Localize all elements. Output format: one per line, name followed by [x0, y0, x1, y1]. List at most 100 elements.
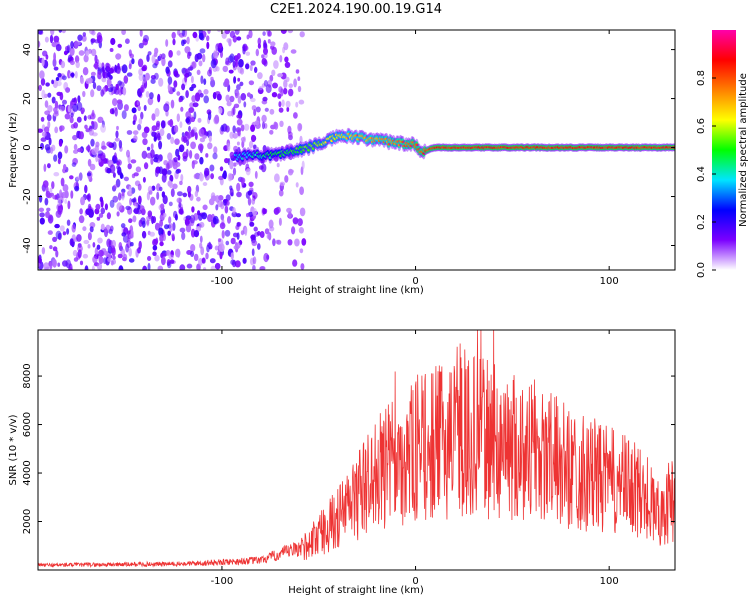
noise-speckle [151, 131, 156, 137]
noise-speckle [184, 73, 188, 83]
noise-speckle [262, 96, 268, 102]
noise-speckle [187, 185, 192, 194]
noise-speckle [56, 80, 62, 87]
noise-speckle [253, 109, 257, 116]
noise-speckle [169, 223, 174, 232]
noise-speckle [109, 48, 114, 52]
noise-speckle [47, 121, 51, 129]
noise-speckle [229, 30, 236, 39]
noise-speckle [297, 76, 301, 81]
noise-speckle [52, 58, 57, 67]
noise-speckle [114, 64, 118, 73]
noise-speckle [76, 116, 82, 123]
noise-speckle [294, 238, 300, 247]
noise-speckle [240, 93, 247, 101]
noise-speckle [203, 78, 207, 85]
colorbar-ticks: 0.0 0.2 0.4 0.6 0.8 [696, 70, 716, 278]
noise-speckle [202, 134, 207, 139]
noise-speckle [262, 121, 265, 130]
noise-speckle [113, 184, 118, 189]
noise-speckle [60, 60, 66, 69]
noise-speckle [88, 208, 94, 218]
noise-speckle [141, 220, 146, 228]
noise-speckle [252, 256, 257, 265]
noise-speckle [129, 242, 134, 247]
noise-speckle [169, 259, 175, 264]
noise-speckle [237, 77, 241, 82]
noise-speckle [250, 234, 257, 244]
noise-speckle [70, 112, 74, 118]
noise-speckle [173, 210, 178, 219]
noise-speckle [116, 159, 122, 166]
noise-speckle [69, 46, 75, 56]
noise-speckle [225, 194, 231, 201]
noise-speckle [218, 42, 223, 49]
noise-speckle [191, 61, 197, 69]
noise-speckle [190, 250, 195, 257]
noise-speckle [162, 212, 167, 218]
noise-speckle [161, 57, 166, 67]
colorbar-tick-label: 0.0 [696, 262, 707, 278]
noise-speckle [122, 87, 127, 96]
noise-speckle [199, 173, 204, 182]
noise-speckle [49, 146, 54, 154]
noise-speckle [88, 128, 94, 136]
noise-speckle [103, 227, 108, 234]
noise-speckle [106, 167, 112, 174]
noise-speckle [232, 125, 236, 134]
noise-speckle [148, 212, 152, 219]
noise-speckle [271, 69, 276, 77]
noise-speckle [253, 226, 258, 232]
noise-speckle [221, 230, 225, 239]
noise-speckle [194, 92, 201, 102]
y-tick-label: 4000 [22, 460, 33, 485]
noise-speckle [87, 244, 91, 249]
page-title: C2E1.2024.190.00.19.G14 [270, 2, 442, 17]
noise-speckle [257, 72, 263, 80]
noise-speckle [134, 203, 139, 209]
noise-speckle [301, 238, 307, 246]
noise-speckle [77, 95, 81, 103]
snr-y-ticks: 2000 4000 6000 8000 [22, 363, 675, 534]
noise-speckle [79, 260, 84, 266]
noise-speckle [42, 180, 49, 188]
noise-speckle [250, 97, 256, 103]
noise-speckle [236, 141, 240, 146]
noise-speckle [97, 237, 103, 244]
noise-speckle [101, 145, 107, 150]
noise-speckle [245, 168, 251, 176]
noise-speckle [151, 113, 156, 121]
noise-speckle [101, 77, 107, 83]
spectrogram-ridge [233, 127, 675, 165]
noise-speckle [143, 162, 149, 170]
noise-speckle [218, 243, 225, 253]
noise-speckle [117, 253, 123, 259]
noise-speckle [38, 55, 41, 62]
noise-speckle [132, 130, 139, 136]
ridge-core [311, 147, 315, 150]
noise-speckle [66, 228, 70, 235]
noise-speckle [118, 242, 123, 250]
noise-speckle [106, 141, 112, 147]
noise-speckle [299, 31, 305, 38]
noise-speckle [147, 185, 153, 194]
noise-speckle [272, 238, 276, 247]
noise-speckle [286, 106, 290, 112]
noise-speckle [298, 227, 304, 234]
colorbar-tick-label: 0.8 [696, 70, 707, 86]
noise-speckle [194, 153, 200, 160]
noise-speckle [83, 115, 87, 122]
noise-speckle [248, 80, 255, 86]
ridge-core [240, 157, 245, 160]
noise-speckle [182, 192, 188, 198]
noise-speckle [174, 138, 180, 145]
noise-speckle [204, 167, 210, 177]
noise-speckle [287, 239, 293, 246]
noise-speckle [126, 72, 133, 77]
noise-speckle [226, 142, 231, 152]
noise-speckle [293, 112, 298, 119]
noise-speckle [235, 213, 241, 218]
noise-speckle [159, 234, 164, 243]
noise-speckle [128, 185, 132, 195]
